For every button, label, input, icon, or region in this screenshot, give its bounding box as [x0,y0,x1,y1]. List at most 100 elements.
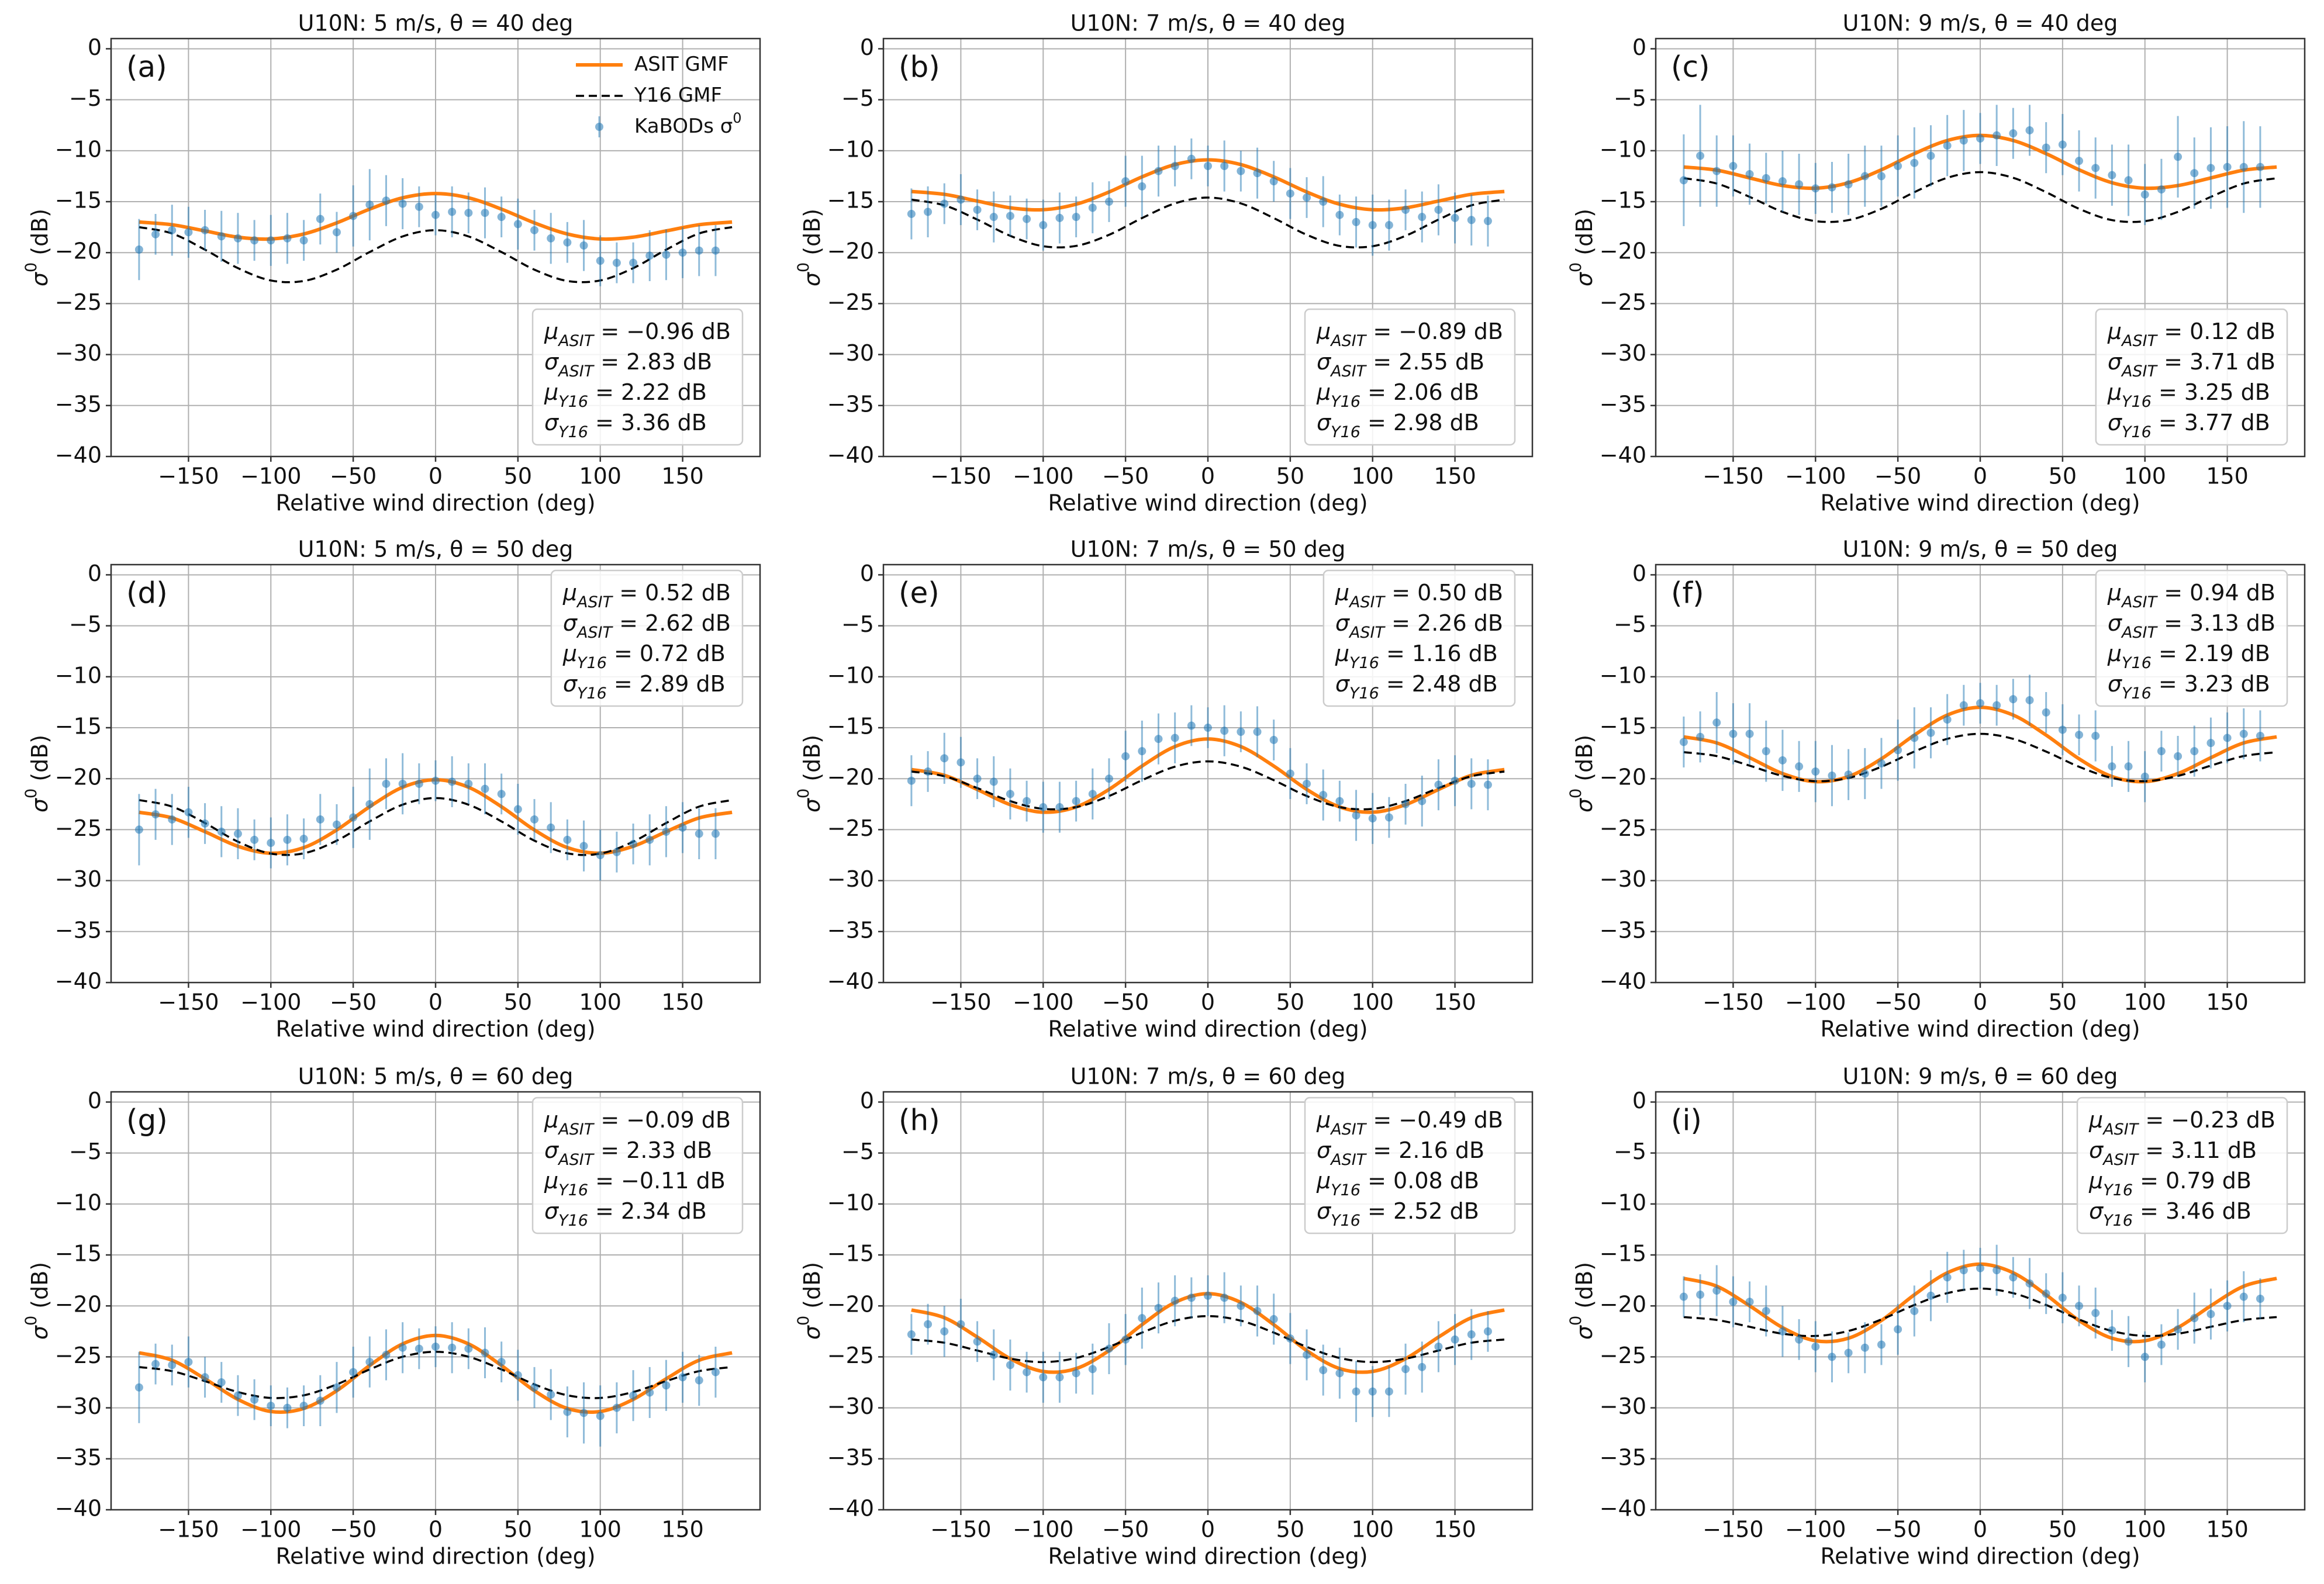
data-point [1220,161,1229,170]
data-point [398,1343,407,1352]
data-point [1959,701,1968,710]
data-point [316,815,324,824]
data-point [596,1412,605,1420]
stats-part: = 3.25 dB [2152,379,2270,405]
stats-line: σY16 = 2.52 dB [1317,1198,1479,1230]
stats-part: = −0.23 dB [2138,1107,2275,1133]
x-tick-label: −100 [1013,990,1073,1015]
stats-box [550,569,744,707]
data-point [1023,215,1031,223]
x-axis-label: Relative wind direction (deg) [275,1544,595,1569]
y-axis-label-part: σ [1572,797,1597,812]
data-point [989,777,998,786]
y-tick-label: −15 [827,714,874,739]
data-point [629,839,638,848]
y-axis-label-part: σ [1572,1324,1597,1340]
data-point [184,228,193,237]
stats-part: Y16 [577,684,607,703]
data-point [695,1376,703,1385]
data-point [1237,1302,1245,1310]
data-point [1483,1327,1492,1336]
stats-line: σASIT = 3.71 dB [2108,349,2275,381]
data-point [1154,167,1163,175]
data-point [547,1390,555,1399]
data-point [596,257,605,265]
y-axis-label: σ0 (dB) [22,735,53,812]
data-point [1795,762,1804,771]
data-point [1384,1387,1393,1396]
panel-letter: (d) [126,576,168,610]
stats-part: μ [1335,580,1349,606]
stats-part: = 2.55 dB [1366,349,1484,375]
data-point [1483,780,1492,789]
data-point [1023,1368,1031,1377]
stats-line: σY16 = 3.77 dB [2108,410,2270,442]
y-axis-label-part: σ [799,271,825,286]
y-axis-label-part: σ [27,1324,53,1340]
data-point [513,220,522,229]
y-axis-label-part: (dB) [799,209,825,262]
stats-part: ASIT [2121,624,2159,642]
x-tick-label: 0 [429,990,443,1015]
legend-label: ASIT GMF [634,53,729,76]
y-tick-label: −30 [1600,1393,1646,1419]
stats-part: σ [2108,671,2123,697]
x-tick-label: 150 [661,990,704,1015]
data-point [1121,1335,1130,1344]
x-tick-label: 100 [579,464,621,489]
y-tick-label: −35 [827,1444,874,1470]
x-tick-label: −100 [240,464,301,489]
panel-letter: (e) [899,576,940,610]
y-tick-label: 0 [1632,1088,1646,1113]
y-axis-label-part: (dB) [27,209,53,262]
stats-part: = 3.77 dB [2152,410,2270,435]
y-axis-label-part: 0 [795,262,813,272]
stats-part: Y16 [577,654,607,672]
stats-box [531,308,744,446]
data-point [2239,162,2248,171]
data-point [1220,727,1229,735]
stats-part: = 2.48 dB [1379,671,1498,697]
data-point [332,820,341,829]
plot-area [907,705,1505,844]
data-point [1451,776,1459,785]
y-tick-label: −35 [55,391,102,417]
stats-part: = 0.08 dB [1360,1168,1479,1194]
stats-part: Y16 [1349,654,1379,672]
data-point [1811,184,1820,193]
y-tick-label: −30 [1600,340,1646,366]
stats-part: σ [2108,610,2123,636]
panel-letter: (i) [1671,1104,1702,1137]
y-tick-label: −30 [827,866,874,892]
x-tick-label: 150 [1434,464,1476,489]
stats-line: μY16 = 3.25 dB [2107,379,2270,411]
data-point [1811,1342,1820,1351]
data-point [1088,790,1097,798]
data-point [711,246,720,255]
plot-area [134,1322,733,1447]
stats-part: ASIT [2102,1120,2140,1139]
data-point [645,251,654,260]
data-point [1352,1387,1360,1396]
stats-line: μY16 = 0.79 dB [2088,1168,2252,1200]
stats-part: μ [1316,1107,1331,1133]
data-point [1121,752,1130,760]
stats-part: μ [1316,319,1331,344]
data-point [1976,1264,1984,1272]
data-point [2108,762,2116,771]
stats-line: μASIT = −0.49 dB [1316,1107,1503,1139]
data-point [2223,734,2232,742]
y-tick-label: −25 [1600,815,1646,841]
stats-part: μ [1335,641,1349,666]
data-point [2256,1295,2264,1303]
stats-part: σ [2108,349,2123,375]
data-point [2009,129,2018,138]
plot-area [1679,105,2277,226]
data-point [2042,708,2050,717]
data-point [398,199,407,208]
data-point [2157,747,2166,756]
y-tick-label: −40 [1600,1496,1646,1521]
y-tick-label: −20 [1600,1292,1646,1317]
data-point [1253,728,1262,736]
data-point [907,1330,916,1339]
